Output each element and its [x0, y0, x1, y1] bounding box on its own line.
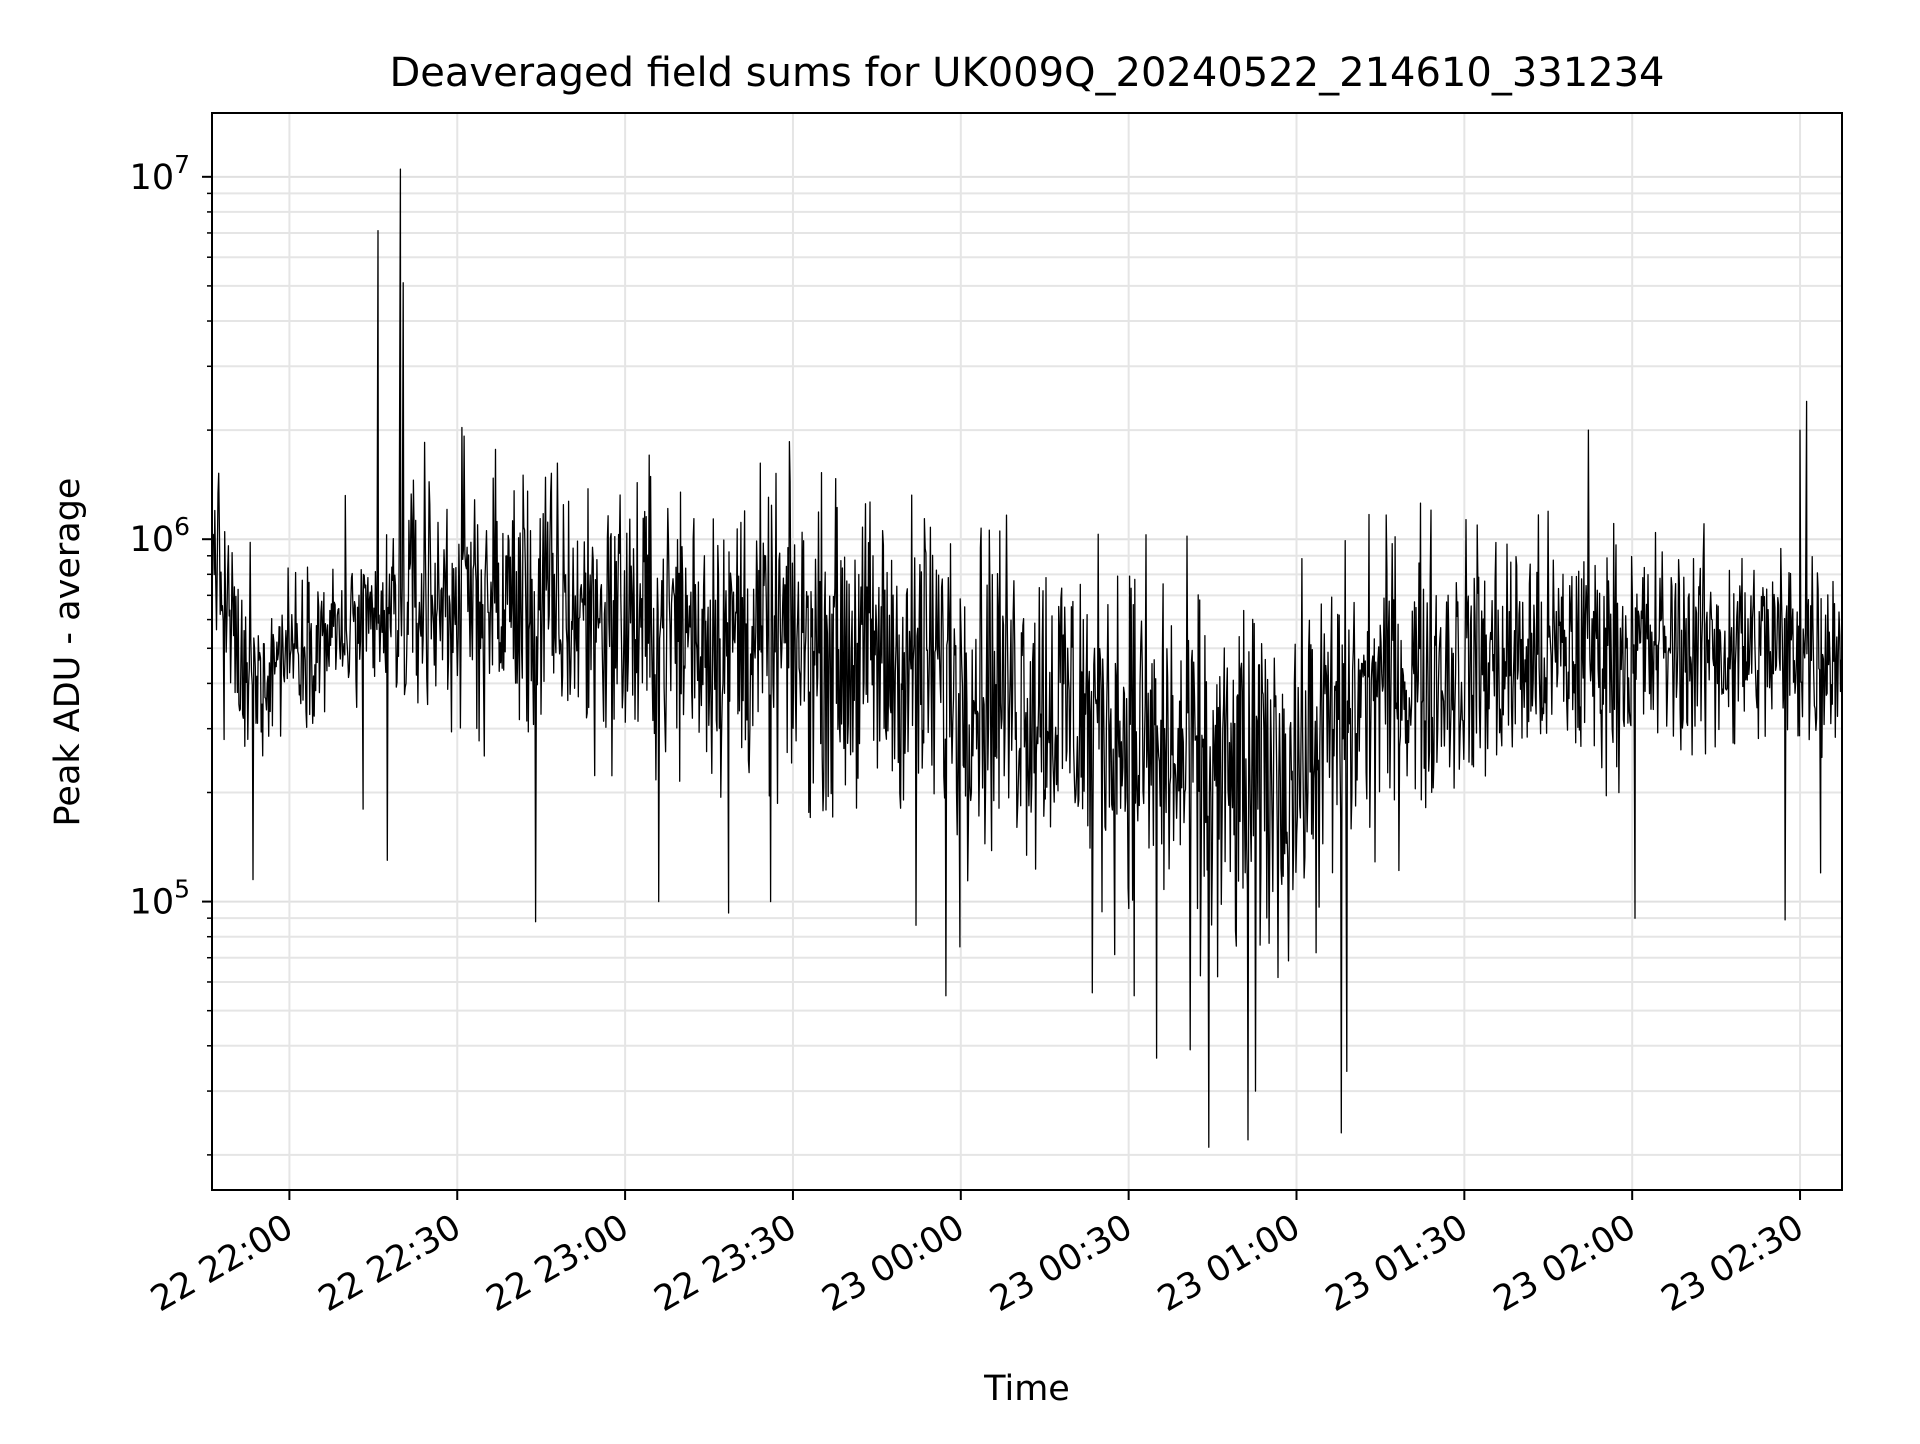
- x-axis-label: Time: [983, 1369, 1070, 1409]
- y-axis-label: Peak ADU - average: [48, 478, 88, 827]
- y-tick-label: 107: [130, 150, 190, 198]
- y-tick-label: 106: [130, 512, 190, 560]
- data-layer: [211, 168, 1843, 1148]
- y-axis: 105 106 107: [130, 150, 212, 1156]
- series-line: [211, 168, 1843, 1148]
- plot-frame: [211, 112, 1843, 1191]
- chart-title: Deaveraged field sums for UK009Q_2024052…: [389, 50, 1664, 96]
- y-tick-label: 105: [130, 875, 190, 923]
